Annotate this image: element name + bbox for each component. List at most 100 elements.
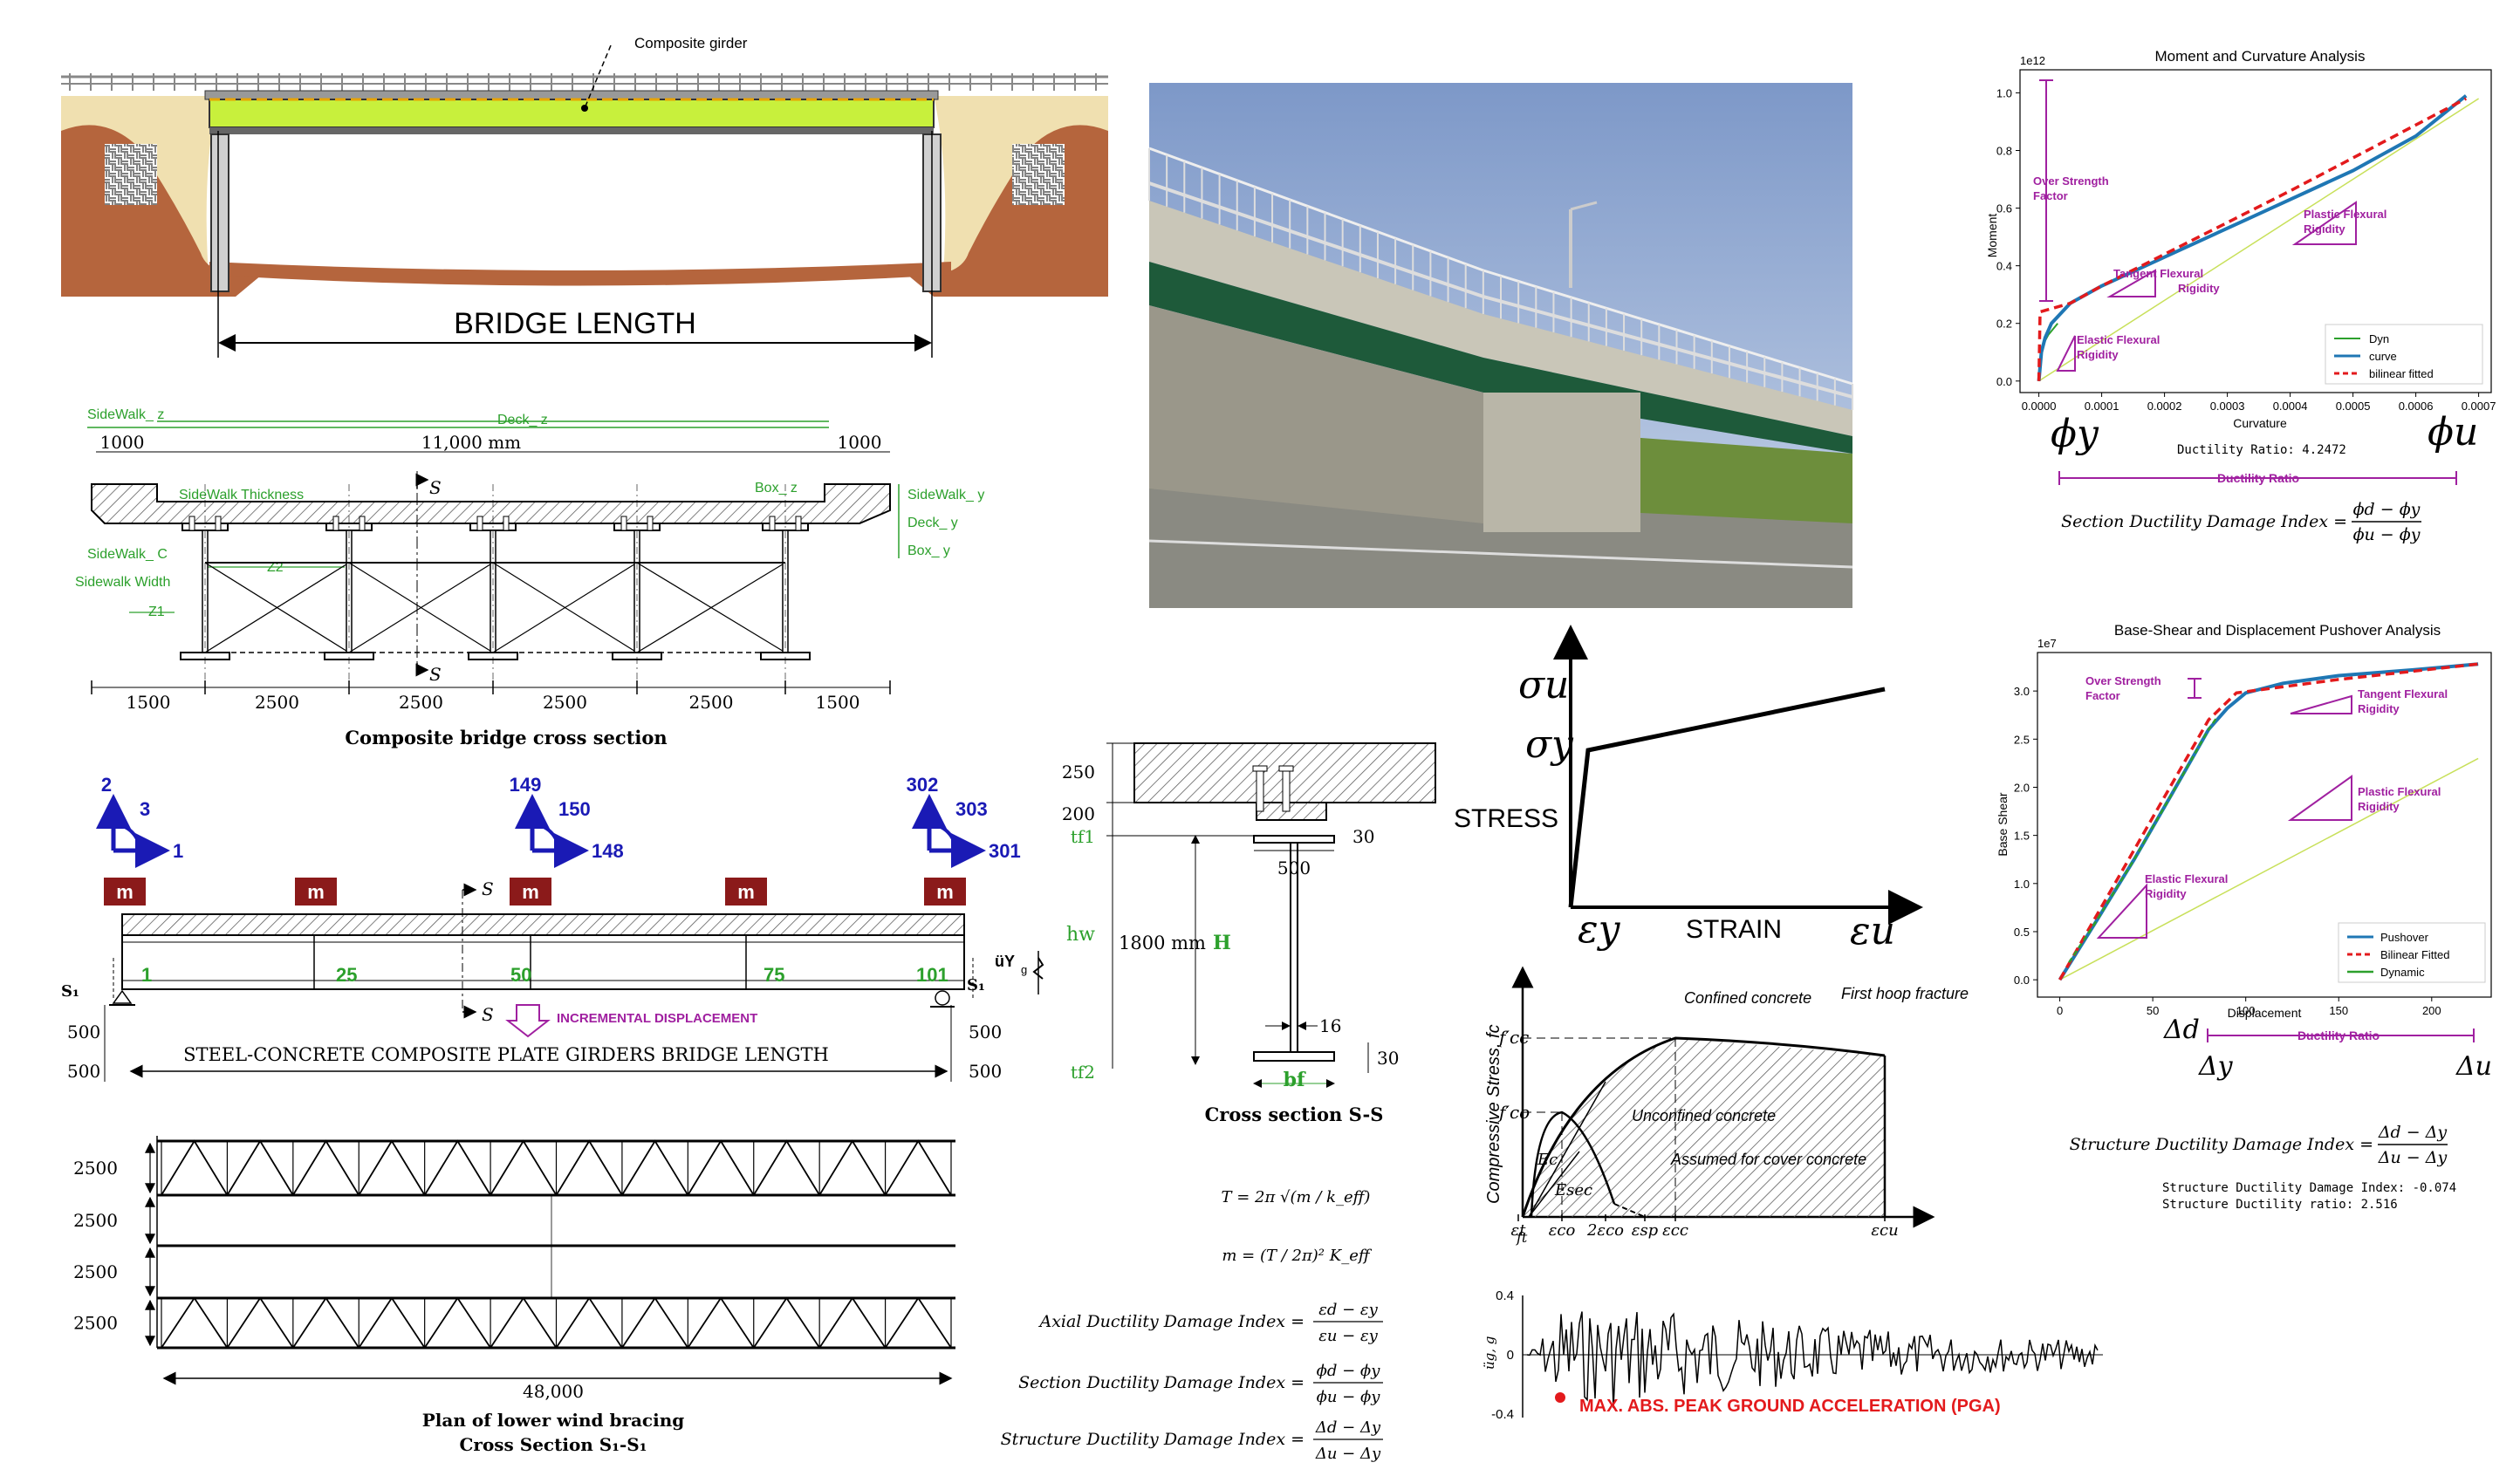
span-label: STEEL-CONCRETE COMPOSITE PLATE GIRDERS B… bbox=[183, 1044, 829, 1065]
section-index-num: ϕd − ϕy bbox=[2353, 500, 2421, 519]
s1-right: S₁ bbox=[967, 976, 985, 994]
ductility-ratio-text: Ductility Ratio: 4.2472 bbox=[2177, 443, 2346, 457]
delta-y: Δy bbox=[2198, 1051, 2234, 1082]
moment-ytick-1: 0.2 bbox=[1996, 318, 2012, 331]
first-hoop-label: First hoop fracture bbox=[1841, 985, 1969, 1002]
moment-legend-bilinear: bilinear fitted bbox=[2369, 367, 2434, 380]
push-elastic-label: Elastic Flexural bbox=[2145, 872, 2228, 885]
plan-dim-1: 2500 bbox=[73, 1210, 118, 1231]
sidewalk-thickness-label: SideWalk Thickness bbox=[179, 488, 304, 502]
pga-tick-top: 0.4 bbox=[1496, 1288, 1514, 1303]
moment-ytick-3: 0.6 bbox=[1996, 202, 2012, 215]
mander-tick-5: εcu bbox=[1871, 1221, 1898, 1240]
push-xtick-3: 150 bbox=[2329, 1004, 2348, 1017]
axis-label-c-0: 1 bbox=[173, 840, 183, 862]
pga-tick-zero: 0 bbox=[1507, 1348, 1514, 1363]
axis-label-a-0: 2 bbox=[101, 774, 112, 796]
structure-index-value: Structure Ductility Damage Index: -0.074 bbox=[2162, 1181, 2456, 1195]
incremental-displacement-label: INCREMENTAL DISPLACEMENT bbox=[557, 1011, 757, 1026]
section-index-label: Section Ductility Damage Index = bbox=[2061, 512, 2347, 531]
mander-tick-3: εsp bbox=[1632, 1221, 1659, 1240]
mander-tick-0: εt bbox=[1511, 1221, 1527, 1240]
push-legend-pushover: Pushover bbox=[2380, 931, 2429, 944]
pushover-exponent: 1e7 bbox=[2037, 637, 2057, 650]
axis-label-b-1: 150 bbox=[558, 798, 591, 820]
delta-u: Δu bbox=[2455, 1051, 2492, 1082]
girder-section-ss: 250 200 tf1 30 500 hw 1800 mm H 16 30 tf… bbox=[1062, 742, 1436, 1125]
uy-label: üY bbox=[995, 953, 1015, 970]
mander-confined-concrete: Compressive Stress, fc f′cc f′co Confine… bbox=[1484, 966, 1969, 1246]
mass-formula: m = (T / 2π)² K_eff bbox=[1222, 1247, 1372, 1265]
H-label: H bbox=[1213, 932, 1231, 954]
node-75: 75 bbox=[764, 964, 784, 986]
dim-1000-right: 1000 bbox=[838, 432, 882, 453]
structure-index-den: Δu − Δy bbox=[1315, 1445, 1381, 1463]
pushover-legend: Pushover Bilinear Fitted Dynamic bbox=[2338, 922, 2486, 983]
mass-4: m bbox=[936, 881, 954, 903]
mander-ylabel: Compressive Stress, fc bbox=[1484, 1024, 1503, 1204]
Esec-label: Esec bbox=[1554, 1181, 1592, 1199]
moment-tangent-label: Tangent Flexural bbox=[2113, 267, 2203, 280]
axial-index-label: Axial Ductility Damage Index = bbox=[1037, 1312, 1305, 1331]
moment-ytick-0: 0.0 bbox=[1996, 375, 2012, 388]
push-ytick-5: 2.5 bbox=[2014, 733, 2030, 746]
pga-ylabel: üg, g bbox=[1482, 1336, 1497, 1370]
cross-dim-4: 2500 bbox=[689, 692, 734, 713]
plan-caption-2: Cross Section S₁-S₁ bbox=[459, 1434, 647, 1455]
moment-xtick-6: 0.0006 bbox=[2399, 400, 2434, 413]
mander-tick-1: εco bbox=[1549, 1221, 1576, 1240]
section-index-label: Section Ductility Damage Index = bbox=[1018, 1373, 1305, 1392]
moment-chart-title: Moment and Curvature Analysis bbox=[2155, 48, 2366, 65]
stress-strain-curve: σu σy STRESS εy STRAIN εu bbox=[1454, 625, 1923, 953]
plan-caption-1: Plan of lower wind bracing bbox=[422, 1410, 684, 1431]
moment-xtick-4: 0.0004 bbox=[2273, 400, 2308, 413]
node-25: 25 bbox=[336, 964, 357, 986]
pushover-chart-title: Base-Shear and Displacement Pushover Ana… bbox=[2114, 622, 2441, 639]
axis-label-c-2: 301 bbox=[989, 840, 1021, 862]
moment-over-strength-1: Over Strength bbox=[2033, 174, 2109, 188]
pushover-chart: Base-Shear and Displacement Pushover Ana… bbox=[1996, 622, 2492, 1212]
dim-200: 200 bbox=[1062, 803, 1095, 824]
section-s-top: S bbox=[429, 477, 442, 498]
sidewalk-c-label: SideWalk_ C bbox=[87, 547, 168, 562]
node-1: 1 bbox=[141, 964, 152, 986]
dim-500-c: 500 bbox=[67, 1061, 100, 1082]
structure-index-num: Δd − Δy bbox=[1315, 1418, 1381, 1437]
moment-exponent: 1e12 bbox=[2020, 54, 2045, 67]
push-xtick-1: 50 bbox=[2147, 1004, 2159, 1017]
eps-y: εy bbox=[1578, 907, 1621, 952]
push-ductility-ratio: Ductility Ratio bbox=[2297, 1029, 2380, 1042]
sigma-u: σu bbox=[1518, 663, 1569, 707]
moment-xtick-5: 0.0005 bbox=[2336, 400, 2371, 413]
structure-ratio-value: Structure Ductility ratio: 2.516 bbox=[2162, 1198, 2398, 1212]
mass-3: m bbox=[737, 881, 755, 903]
hw-label: hw bbox=[1066, 924, 1095, 946]
push-xtick-2: 100 bbox=[2236, 1004, 2256, 1017]
dim-500-d: 500 bbox=[969, 1061, 1002, 1082]
moment-elastic-label-2: Rigidity bbox=[2077, 348, 2119, 361]
Ec-label: Ec bbox=[1537, 1151, 1558, 1169]
stress-axis-label: STRESS bbox=[1454, 804, 1558, 833]
period-formula: T = 2π √(m / k_eff) bbox=[1222, 1188, 1371, 1206]
axis-label-b-2: 303 bbox=[955, 798, 988, 820]
dim-1000-left: 1000 bbox=[100, 432, 145, 453]
push-tangent-label: Tangent Flexural bbox=[2358, 687, 2448, 700]
ground-acceleration-record: 0.4 0 -0.4 üg, g MAX. ABS. PEAK GROUND A… bbox=[1482, 1288, 2103, 1422]
ft-label: ft bbox=[1516, 1229, 1528, 1246]
pga-tick-bottom: -0.4 bbox=[1491, 1407, 1514, 1422]
dim-1800: 1800 mm bbox=[1119, 933, 1206, 953]
mass-0: m bbox=[116, 881, 134, 903]
structure-index-den: Δu − Δy bbox=[2378, 1148, 2448, 1167]
push-ytick-6: 3.0 bbox=[2014, 685, 2030, 698]
push-legend-dynamic: Dynamic bbox=[2380, 966, 2425, 979]
plan-total: 48,000 bbox=[523, 1381, 584, 1402]
moment-plastic-label-2: Rigidity bbox=[2304, 222, 2345, 236]
eps-u: εu bbox=[1850, 909, 1895, 953]
dim-16: 16 bbox=[1319, 1015, 1341, 1036]
bridge-cross-section: SideWalk_ z Deck_ z 1000 11,000 mm 1000 … bbox=[75, 407, 984, 748]
dim-250: 250 bbox=[1062, 762, 1095, 783]
dim-500: 500 bbox=[1277, 858, 1311, 878]
node-101: 101 bbox=[916, 964, 948, 986]
cross-dim-3: 2500 bbox=[543, 692, 587, 713]
moment-ytick-2: 0.4 bbox=[1996, 260, 2012, 273]
